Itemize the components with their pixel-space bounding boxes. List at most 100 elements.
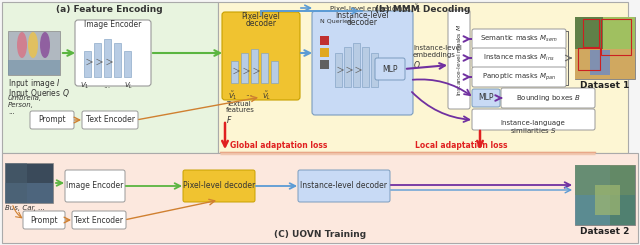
Bar [231, 61, 238, 83]
FancyBboxPatch shape [472, 89, 500, 107]
Text: similarities $S$: similarities $S$ [509, 126, 556, 135]
Text: MLP: MLP [478, 94, 493, 102]
Bar [320, 36, 329, 45]
Bar [261, 53, 268, 83]
FancyBboxPatch shape [501, 88, 595, 108]
Text: ...: ... [104, 81, 111, 90]
Text: Semantic masks $M_{sem}$: Semantic masks $M_{sem}$ [480, 34, 558, 44]
Text: Pixel-level decoder: Pixel-level decoder [183, 182, 255, 191]
Bar [8, 31, 60, 75]
Text: Prompt: Prompt [30, 216, 58, 224]
Bar [575, 49, 635, 79]
Text: Textual: Textual [226, 101, 251, 107]
Bar [595, 185, 620, 215]
Text: Text Encoder: Text Encoder [86, 115, 134, 124]
Bar [575, 165, 635, 225]
Text: Dataset 2: Dataset 2 [580, 227, 630, 236]
Ellipse shape [17, 32, 27, 58]
Bar [320, 48, 329, 57]
Text: Pixel-level: Pixel-level [241, 12, 280, 21]
Bar [603, 17, 635, 49]
Text: decoder: decoder [346, 18, 378, 27]
FancyBboxPatch shape [82, 111, 138, 129]
Bar [104, 39, 111, 77]
Text: Bounding boxes $B$: Bounding boxes $B$ [516, 93, 580, 103]
FancyBboxPatch shape [23, 211, 65, 229]
Text: Instance-level: Instance-level [335, 11, 389, 20]
Text: Prompt: Prompt [38, 115, 66, 124]
FancyBboxPatch shape [30, 111, 74, 129]
Text: Dataset 1: Dataset 1 [580, 81, 630, 90]
Bar [578, 48, 600, 70]
Text: Pixel-level embeddings $\tilde{V}_L$: Pixel-level embeddings $\tilde{V}_L$ [329, 2, 421, 14]
Bar [353, 43, 360, 87]
Bar [251, 49, 258, 83]
Ellipse shape [40, 32, 50, 58]
Bar [590, 50, 610, 75]
Text: ...: ... [245, 89, 253, 98]
Bar [335, 53, 342, 87]
FancyBboxPatch shape [472, 48, 566, 68]
Bar [124, 51, 131, 77]
Bar [575, 17, 603, 49]
FancyBboxPatch shape [183, 170, 255, 202]
Text: Instance-level: Instance-level [413, 45, 462, 51]
Bar [344, 47, 351, 87]
Text: Text Encoder: Text Encoder [74, 216, 124, 224]
Text: Image Encoder: Image Encoder [67, 182, 124, 191]
Text: $O$: $O$ [413, 59, 420, 70]
Text: Instance masks $M_{ins}$: Instance masks $M_{ins}$ [483, 53, 555, 63]
Bar [114, 43, 121, 77]
Text: Input image $I$: Input image $I$ [8, 77, 60, 90]
Text: ...: ... [8, 109, 15, 115]
Bar [271, 61, 278, 83]
Bar [2, 153, 638, 243]
Bar [601, 19, 631, 55]
Text: decoder: decoder [246, 19, 276, 28]
Bar [2, 2, 218, 153]
Text: (a) Feature Encoding: (a) Feature Encoding [56, 5, 163, 14]
Bar [5, 163, 27, 203]
Text: $V_1$: $V_1$ [80, 81, 90, 91]
Bar [241, 53, 248, 83]
FancyBboxPatch shape [448, 10, 470, 109]
Text: features: features [226, 107, 255, 113]
Text: (b) MMM Decoding: (b) MMM Decoding [375, 5, 470, 14]
Bar [362, 47, 369, 87]
Bar [320, 60, 329, 69]
Bar [575, 17, 635, 79]
Text: Umbrella,: Umbrella, [8, 95, 42, 101]
Text: Person,: Person, [8, 102, 34, 108]
Bar [5, 183, 53, 203]
Text: MLP: MLP [382, 64, 397, 74]
Ellipse shape [28, 32, 38, 58]
FancyBboxPatch shape [472, 109, 595, 130]
Text: Bus, Car, ...: Bus, Car, ... [5, 205, 45, 211]
Bar [94, 43, 101, 77]
FancyBboxPatch shape [75, 20, 151, 86]
Text: Local adaptation loss: Local adaptation loss [415, 140, 508, 149]
Text: (C) UOVN Training: (C) UOVN Training [274, 230, 366, 239]
Text: $V_L$: $V_L$ [124, 81, 134, 91]
Text: embeddings: embeddings [413, 52, 456, 58]
Text: Instance-level masks $M$: Instance-level masks $M$ [455, 24, 463, 96]
Bar [8, 60, 60, 75]
Bar [583, 19, 599, 47]
Text: Instance-language: Instance-language [500, 120, 565, 126]
FancyBboxPatch shape [65, 170, 125, 202]
FancyBboxPatch shape [312, 11, 413, 115]
FancyBboxPatch shape [222, 12, 300, 100]
Text: Panoptic masks $M_{pan}$: Panoptic masks $M_{pan}$ [482, 71, 556, 83]
Text: N Queries: N Queries [320, 19, 351, 24]
FancyBboxPatch shape [375, 58, 405, 80]
Bar [84, 51, 91, 77]
FancyBboxPatch shape [472, 67, 566, 87]
Text: Image Encoder: Image Encoder [84, 20, 141, 29]
Bar [218, 2, 628, 153]
Bar [371, 53, 378, 87]
Bar [575, 165, 610, 225]
Text: $\tilde{V}_L$: $\tilde{V}_L$ [262, 89, 271, 101]
FancyBboxPatch shape [72, 211, 126, 229]
Bar [5, 163, 53, 203]
Bar [575, 165, 635, 195]
